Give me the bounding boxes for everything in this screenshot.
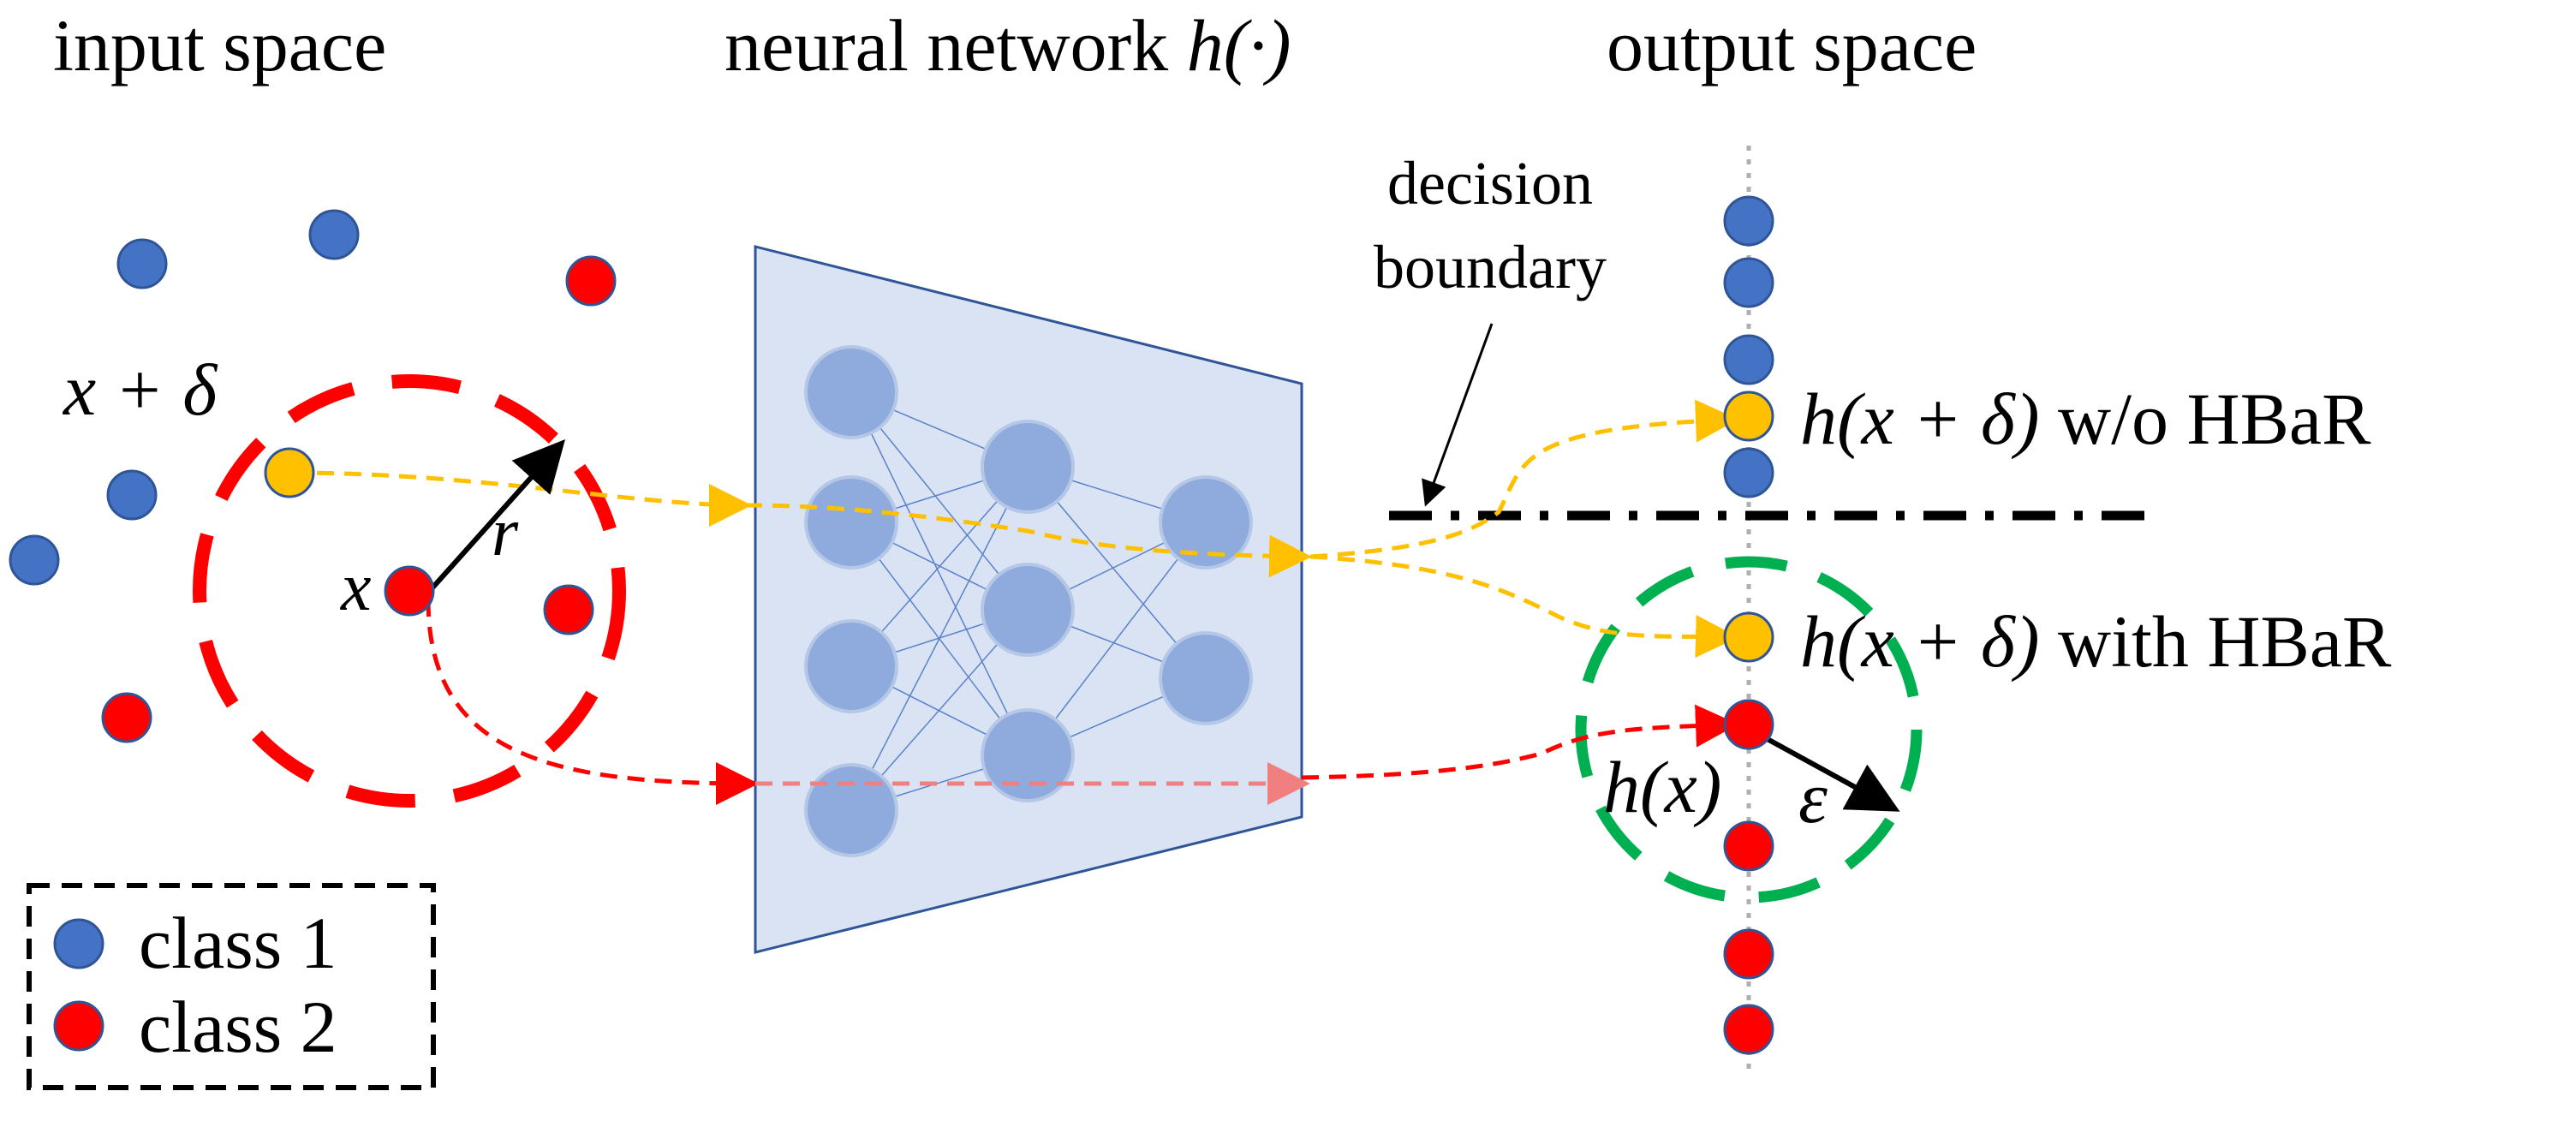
output-class2-point — [1723, 928, 1774, 980]
clean-input-path — [426, 599, 759, 805]
decision-label-line2: boundary — [1374, 233, 1607, 301]
neuron — [981, 420, 1075, 514]
with-hbar-label: h(x + δ) with HBaR — [1800, 600, 2392, 683]
class1-point — [308, 209, 360, 260]
epsilon-arrow — [1764, 736, 1900, 812]
output-class1-point — [1723, 334, 1774, 385]
output-class1-point — [1723, 257, 1774, 308]
legend-class1-label: class 1 — [139, 902, 337, 984]
epsilon-label: ε — [1798, 756, 1828, 838]
output-class2-point — [1723, 1004, 1774, 1055]
clean-input-point-x — [384, 565, 435, 617]
class1-point — [106, 469, 158, 521]
neuron — [981, 708, 1075, 802]
hx-label: h(x) — [1603, 746, 1721, 828]
neuron — [804, 475, 898, 569]
neuron — [1159, 631, 1253, 725]
legend-class1-swatch — [53, 918, 104, 969]
output-space-heading: output space — [1607, 4, 1977, 86]
output-path-without-hbar — [1309, 399, 1738, 559]
neuron — [1159, 475, 1253, 569]
network-heading: neural network h(·) — [724, 4, 1291, 86]
neuron — [804, 345, 898, 439]
output-path-with-hbar — [1309, 554, 1738, 658]
perturbed-input-point — [264, 447, 315, 498]
legend-class2-swatch — [53, 1000, 104, 1052]
x-plus-delta-label: x + δ — [62, 349, 218, 431]
decision-label-line1: decision — [1387, 149, 1593, 218]
without-hbar-label: h(x + δ) w/o HBaR — [1800, 378, 2371, 460]
output-perturbed-without-hbar — [1723, 391, 1774, 442]
output-class1-point — [1723, 195, 1774, 247]
radius-arrow — [426, 439, 565, 594]
output-class2-point — [1723, 820, 1774, 872]
legend-class2-label: class 2 — [139, 986, 337, 1068]
output-class1-point — [1723, 447, 1774, 498]
class2-point — [565, 255, 617, 307]
x-label: x — [340, 550, 372, 625]
legend-box — [27, 883, 436, 1090]
decision-boundary-pointer — [1422, 323, 1494, 507]
input-space-heading: input space — [53, 4, 386, 86]
clean-output-path — [1301, 704, 1738, 780]
output-robustness-ball — [1575, 556, 1923, 903]
output-clean-point-hx — [1723, 699, 1774, 750]
input-perturbation-ball — [193, 374, 626, 808]
class2-point — [101, 692, 152, 743]
output-perturbed-with-hbar — [1723, 611, 1774, 663]
r-label: r — [492, 495, 519, 570]
perturbed-network-path — [744, 503, 1312, 578]
neuron — [804, 763, 898, 857]
neuron — [981, 563, 1075, 657]
class1-point — [9, 534, 60, 586]
class2-point — [543, 584, 594, 635]
neuron — [804, 619, 898, 713]
class1-point — [116, 238, 168, 289]
